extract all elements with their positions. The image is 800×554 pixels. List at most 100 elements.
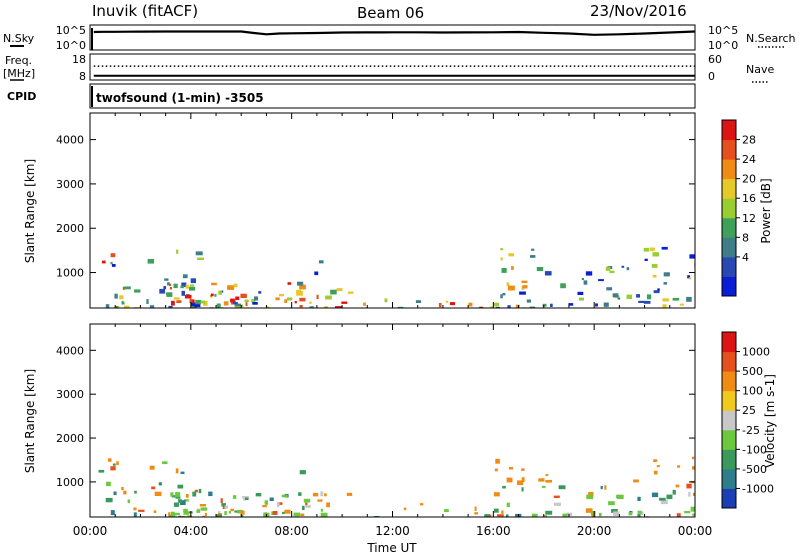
data-cell <box>236 509 244 514</box>
data-cell <box>245 302 248 306</box>
data-cell <box>284 509 291 514</box>
data-cell <box>210 295 213 298</box>
data-cell <box>515 304 520 308</box>
data-cell <box>251 299 256 303</box>
velocity-ylabel: Slant Range [km] <box>23 369 37 473</box>
data-cell <box>598 512 602 517</box>
data-cell <box>500 248 504 251</box>
data-cell <box>216 303 221 308</box>
data-cell <box>151 486 156 490</box>
colorbar-segment <box>722 178 736 199</box>
time-tick-label: 12:00 <box>375 524 410 538</box>
data-cell <box>500 257 503 261</box>
data-cell <box>214 293 217 297</box>
data-cell <box>672 489 676 495</box>
data-cell <box>684 511 691 514</box>
data-cell <box>493 492 500 497</box>
data-cell <box>652 275 657 278</box>
data-cell <box>189 284 195 287</box>
data-cell <box>646 294 652 300</box>
colorbar-tick-label: 100 <box>742 385 763 398</box>
data-cell <box>663 282 668 285</box>
data-cell <box>186 494 189 498</box>
data-cell <box>195 299 201 305</box>
colorbar-tick-label: -25 <box>742 424 760 437</box>
data-cell <box>493 302 500 307</box>
data-cell <box>170 511 175 517</box>
data-cell <box>613 511 620 516</box>
data-cell <box>298 492 302 496</box>
data-cell <box>312 492 319 497</box>
data-cell <box>255 493 262 497</box>
colorbar-tick-label: 28 <box>742 134 756 147</box>
data-cell <box>507 285 515 291</box>
data-cell <box>653 290 660 294</box>
data-cell <box>124 305 130 308</box>
data-cell <box>495 306 500 308</box>
data-cell <box>603 302 609 307</box>
data-cell <box>586 494 594 500</box>
data-cell <box>522 285 528 289</box>
data-cell <box>507 305 511 308</box>
data-cell <box>173 502 179 507</box>
time-tick-label: 00:00 <box>678 524 713 538</box>
data-cell <box>294 301 297 304</box>
data-cell <box>204 512 207 517</box>
data-cell <box>187 511 193 514</box>
data-cell <box>284 299 288 303</box>
data-cell <box>159 288 166 294</box>
data-cell <box>199 504 206 507</box>
time-axis-ticks: 00:00 04:00 08:00 12:00 16:00 20:00 00:00 <box>73 524 713 538</box>
data-cell <box>585 508 593 513</box>
power-ylabel: Slant Range [km] <box>23 159 37 263</box>
data-cell <box>501 510 504 516</box>
data-cell <box>608 501 615 506</box>
data-cell <box>676 513 681 517</box>
data-cell <box>166 292 173 297</box>
data-cell <box>189 286 196 291</box>
noise-right-tick-top: 10^5 <box>708 24 738 37</box>
colorbar-segment <box>722 159 736 180</box>
data-cell <box>183 511 189 515</box>
data-cell <box>363 302 366 306</box>
data-cell <box>193 516 197 517</box>
data-cell <box>200 507 208 511</box>
data-cell <box>190 278 196 284</box>
data-cell <box>182 274 188 279</box>
data-cell <box>544 515 548 517</box>
data-cell <box>617 297 621 300</box>
data-cell <box>264 500 268 505</box>
data-cell <box>108 458 112 462</box>
data-cell <box>692 466 695 470</box>
power-axes: 1000 2000 3000 4000 <box>56 113 696 308</box>
data-cell <box>168 305 173 308</box>
data-cell <box>114 293 118 299</box>
colorbar-segment <box>722 198 736 219</box>
data-cell <box>233 283 238 288</box>
data-cell <box>235 296 240 300</box>
data-cell <box>178 515 182 517</box>
data-cell <box>519 291 526 295</box>
data-cell <box>335 306 342 308</box>
data-cell <box>194 489 198 493</box>
data-cell <box>320 512 328 517</box>
data-cell <box>347 291 354 294</box>
noise-strip-frame <box>89 24 696 51</box>
data-cell <box>509 467 513 470</box>
data-cell <box>173 297 180 300</box>
data-cell <box>474 506 477 511</box>
data-cell <box>121 487 124 491</box>
data-cell <box>196 509 201 513</box>
data-cell <box>189 298 193 303</box>
data-cell <box>579 297 584 301</box>
data-cell <box>484 514 490 517</box>
data-cell <box>123 490 127 495</box>
data-cell <box>175 495 181 499</box>
velocity-colorbar: 1000 500 100 25 -25 -100 -500 -1000 <box>721 331 774 509</box>
nsearch-label: N.Search <box>746 32 796 45</box>
data-cell <box>545 510 553 515</box>
data-cell <box>468 302 473 307</box>
power-colorbar: 28 24 20 16 12 8 4 <box>721 119 756 297</box>
ytick-label: 3000 <box>56 178 84 191</box>
data-cell <box>695 294 699 298</box>
